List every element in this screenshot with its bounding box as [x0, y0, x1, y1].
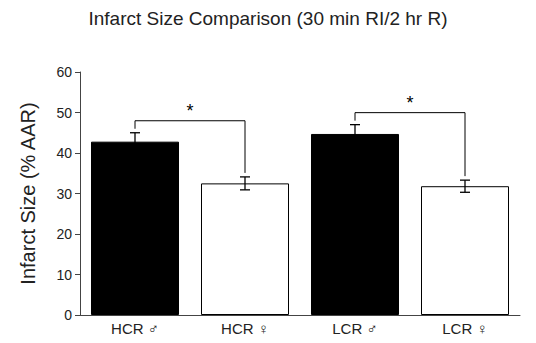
- svg-text:10: 10: [56, 267, 72, 283]
- svg-text:Infarct Size Comparison (30 mi: Infarct Size Comparison (30 min RI/2 hr …: [88, 8, 447, 29]
- svg-text:20: 20: [56, 226, 72, 242]
- svg-text:LCR ♀: LCR ♀: [442, 320, 487, 337]
- svg-text:*: *: [406, 93, 413, 113]
- svg-text:60: 60: [56, 64, 72, 80]
- svg-text:50: 50: [56, 105, 72, 121]
- svg-text:HCR ♂: HCR ♂: [111, 320, 159, 337]
- svg-text:40: 40: [56, 145, 72, 161]
- svg-text:Infarct Size (% AAR): Infarct Size (% AAR): [17, 102, 39, 284]
- svg-text:LCR ♂: LCR ♂: [332, 320, 377, 337]
- svg-text:30: 30: [56, 186, 72, 202]
- svg-text:0: 0: [64, 307, 72, 323]
- svg-text:HCR ♀: HCR ♀: [221, 320, 269, 337]
- svg-text:*: *: [186, 101, 193, 121]
